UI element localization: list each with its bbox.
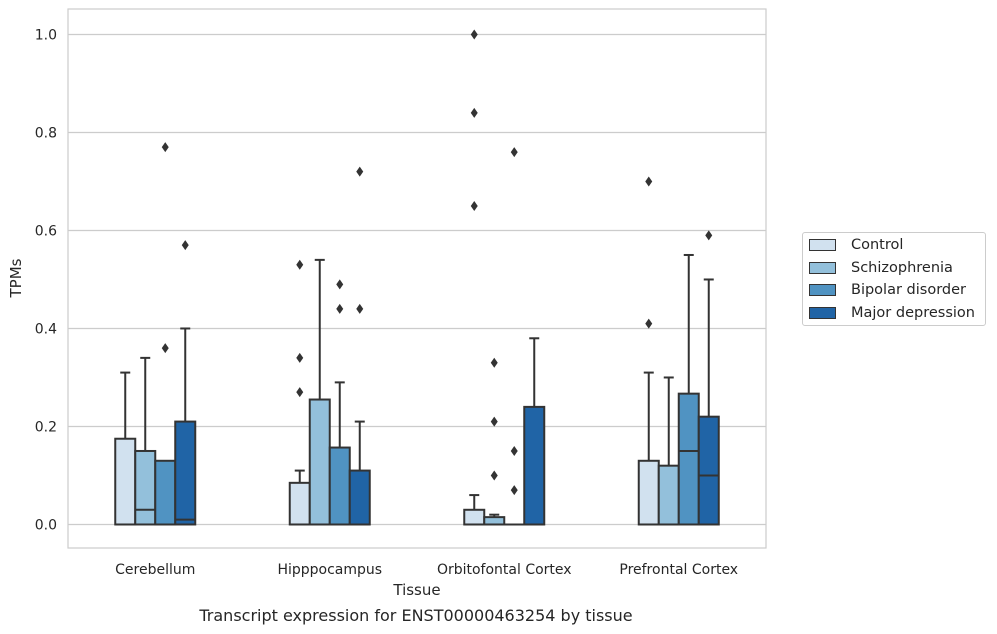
gridlines [68,33,766,526]
box-bipolar-disorder [328,279,351,526]
box [348,469,371,526]
legend-item: Bipolar disorder [809,280,966,300]
outlier-point [161,343,169,354]
box-major-depression [697,230,720,526]
outlier-point [490,470,498,481]
legend-swatch-bipolar [809,284,836,296]
y-tick-label: 0.2 [35,419,57,435]
legend-label-major-depression: Major depression [851,305,975,321]
outlier-point [336,303,344,314]
legend-item: Schizophrenia [809,258,953,278]
legend-swatch-schizophrenia [809,262,836,274]
box [637,459,660,526]
box-control [637,176,660,526]
box-schizophrenia [657,376,680,526]
x-axis-ticks: Cerebellum Hipppocampus Orbitofontal Corte… [115,562,738,578]
box-schizophrenia [134,356,157,526]
outlier-point [336,279,344,290]
box-control [288,259,311,526]
y-axis-label: TPMs [7,258,25,298]
box [483,516,506,526]
box-major-depression [348,166,371,526]
box [114,437,137,526]
outlier-point [470,200,478,211]
outlier-point [510,445,518,456]
box [288,481,311,526]
y-tick-label: 0.0 [35,517,57,533]
legend-item: Major depression [809,303,975,323]
outlier-point [296,352,304,363]
box-major-depression [523,337,546,526]
outlier-point [705,230,713,241]
outlier-point [356,303,364,314]
box-control [114,371,137,526]
y-tick-label: 0.8 [35,125,57,141]
x-tick-label: Orbitofontal Cortex [437,562,572,578]
outlier-point [510,485,518,496]
outlier-point [296,259,304,270]
y-tick-label: 0.6 [35,223,57,239]
x-tick-label: Cerebellum [115,562,195,578]
outlier-point [470,107,478,118]
box-control [463,29,486,526]
box [328,446,351,526]
chart-caption: Transcript expression for ENST0000046325… [199,606,633,625]
outlier-point [645,318,653,329]
x-axis-label: Tissue [392,581,440,599]
outlier-point [181,240,189,251]
plot-frame [67,8,767,549]
x-tick-label: Prefrontal Cortex [619,562,738,578]
outlier-point [296,387,304,398]
legend-swatch-control [809,239,836,251]
legend-item: Control [809,235,903,255]
legend-label-schizophrenia: Schizophrenia [851,260,953,276]
box-schizophrenia [483,357,506,526]
box-groups [114,29,720,526]
box [174,420,197,526]
outlier-point [510,147,518,158]
legend-label-control: Control [851,237,904,253]
box [308,398,331,526]
outlier-point [490,416,498,427]
box-bipolar-disorder [504,147,525,526]
outlier-point [645,176,653,187]
y-axis-ticks: 0.0 0.2 0.4 0.6 0.8 1.0 [35,27,57,533]
legend-label-bipolar: Bipolar disorder [851,282,966,298]
box [154,459,177,526]
outlier-point [356,166,364,177]
box-schizophrenia [308,258,331,526]
box [463,508,486,526]
box-major-depression [174,240,197,526]
y-tick-label: 0.4 [35,321,57,337]
box [677,392,700,526]
box-bipolar-disorder [154,142,177,526]
outlier-point [470,29,478,40]
box-bipolar-disorder [677,253,700,526]
legend: Control Schizophrenia Bipolar disorder M… [802,232,986,326]
y-tick-label: 1.0 [35,27,57,43]
box [657,464,680,526]
legend-swatch-major-depression [809,307,836,319]
box [523,405,546,526]
outlier-point [490,357,498,368]
box [134,449,157,526]
outlier-point [161,142,169,153]
x-tick-label: Hipppocampus [277,562,382,578]
box [697,415,720,526]
